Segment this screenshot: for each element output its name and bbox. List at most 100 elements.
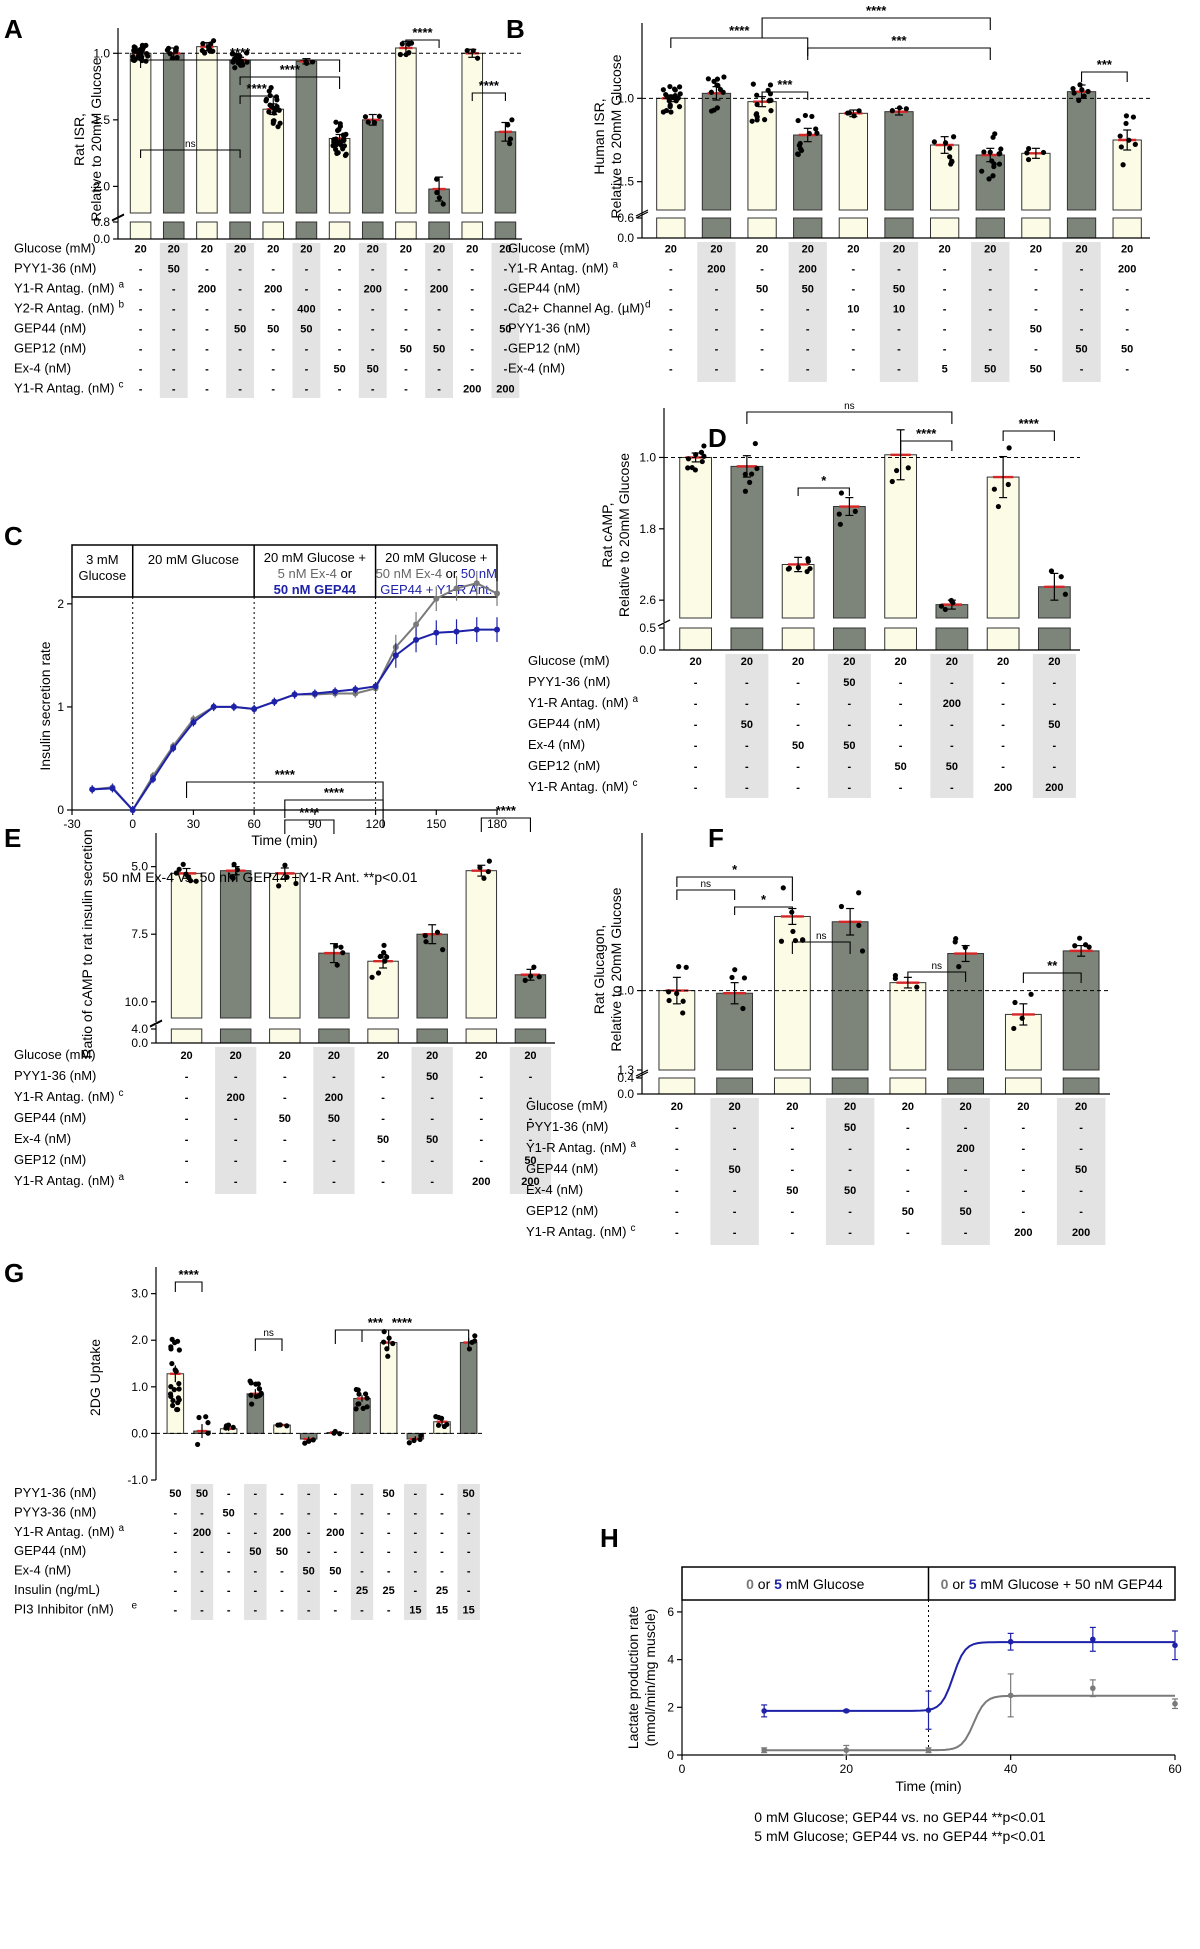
data-point — [168, 1346, 174, 1352]
significance-bracket — [761, 91, 809, 100]
table-cell: - — [200, 1507, 204, 1519]
data-point — [1025, 156, 1032, 163]
y-tick-label: 1.0 — [639, 450, 656, 464]
table-cell: - — [1022, 1164, 1026, 1176]
table-cell: - — [172, 383, 176, 395]
condition-column-shade — [509, 1047, 552, 1194]
table-cell: 20 — [946, 656, 958, 668]
data-point — [355, 1401, 361, 1407]
data-point — [780, 885, 786, 891]
table-cell: - — [1079, 1122, 1083, 1134]
y-tick-label: 4 — [667, 1653, 674, 1667]
data-point — [382, 958, 388, 964]
table-cell: - — [852, 263, 856, 275]
table-cell: - — [950, 782, 954, 794]
table-row-label: Glucose (mM) — [14, 240, 96, 255]
table-cell: - — [479, 1155, 483, 1167]
data-point — [356, 1391, 362, 1397]
table-cell: - — [1080, 283, 1084, 295]
data-point — [275, 1422, 281, 1428]
y-tick-label: 1.0 — [617, 984, 634, 998]
table-cell: - — [848, 1206, 852, 1218]
data-point — [813, 126, 819, 132]
table-cell: - — [796, 782, 800, 794]
table-cell: - — [964, 1122, 968, 1134]
table-cell: - — [852, 283, 856, 295]
data-point — [1005, 481, 1011, 488]
data-point — [676, 84, 683, 90]
data-point — [838, 490, 845, 496]
y-axis-label: Ratio of cAMP to rat insulin secretion — [79, 829, 95, 1058]
table-cell: 50 — [377, 1134, 389, 1146]
bar — [465, 870, 498, 1019]
data-point — [947, 145, 953, 151]
data-point — [981, 149, 987, 155]
data-point — [417, 1436, 423, 1443]
y-tick-label: 0.0 — [639, 643, 656, 657]
condition-column-shade — [358, 243, 387, 398]
table-cell: - — [1034, 303, 1038, 315]
data-point — [223, 1425, 229, 1431]
data-point — [761, 1747, 767, 1754]
data-point — [406, 41, 412, 47]
table-cell: - — [280, 1507, 284, 1519]
data-point — [434, 189, 440, 196]
table-cell: - — [964, 1227, 968, 1239]
table-cell: - — [1022, 1143, 1026, 1155]
data-point — [364, 1395, 370, 1401]
data-point — [385, 1353, 391, 1359]
condition-column-shade — [930, 654, 974, 798]
significance-bracket — [907, 971, 967, 982]
data-point — [336, 127, 342, 133]
data-point — [372, 683, 379, 690]
table-cell: - — [360, 1488, 364, 1500]
table-cell: - — [529, 1071, 533, 1083]
significance-label: *** — [1097, 57, 1113, 72]
condition-column-shade — [725, 654, 769, 798]
data-point — [754, 465, 760, 472]
data-point — [938, 603, 945, 609]
data-point — [948, 161, 954, 167]
y-tick-label: 7.5 — [131, 927, 148, 941]
significance-bracket — [676, 876, 793, 901]
data-point — [369, 974, 375, 980]
table-cell: - — [381, 1176, 385, 1188]
data-point — [251, 705, 258, 712]
significance-bracket — [807, 47, 991, 60]
bar-lower-segment — [679, 627, 713, 651]
significance-label: ns — [816, 931, 827, 942]
table-row-footnote: e — [132, 1600, 138, 1611]
data-point — [376, 113, 383, 119]
bar-lower-segment — [884, 217, 914, 239]
data-point — [474, 55, 481, 61]
table-cell: - — [413, 1527, 417, 1539]
data-point — [1117, 133, 1123, 139]
table-row-label: Y1-R Antag. (nM) — [14, 1524, 114, 1539]
significance-bracket — [174, 1281, 203, 1292]
table-cell: 15 — [463, 1604, 475, 1616]
table-cell: - — [848, 698, 852, 710]
significance-bracket — [734, 906, 793, 915]
significance-bracket — [746, 411, 953, 424]
data-point — [528, 973, 534, 979]
data-point — [332, 141, 339, 147]
table-cell: 50 — [279, 1113, 291, 1125]
table-cell: - — [906, 1185, 910, 1197]
data-point — [190, 719, 197, 726]
table-cell: - — [906, 1227, 910, 1239]
table-cell: 20 — [902, 1101, 914, 1113]
table-cell: - — [437, 263, 441, 275]
phase-label: 0 or 5 mM Glucose — [746, 1576, 865, 1592]
table-row-footnote: a — [119, 1523, 125, 1534]
table-cell: - — [848, 761, 852, 773]
axis-break-mark — [111, 213, 125, 221]
data-point — [434, 929, 441, 935]
table-cell: - — [675, 1164, 679, 1176]
table-cell: 50 — [426, 1134, 438, 1146]
data-point — [666, 997, 672, 1004]
table-row-label: Ca2+ Channel Ag. (µM) — [508, 300, 644, 315]
table-cell: - — [253, 1585, 257, 1597]
table-row-label: PYY1-36 (nM) — [528, 674, 610, 689]
y-axis-label: Rat Glucagon, — [591, 925, 607, 1015]
